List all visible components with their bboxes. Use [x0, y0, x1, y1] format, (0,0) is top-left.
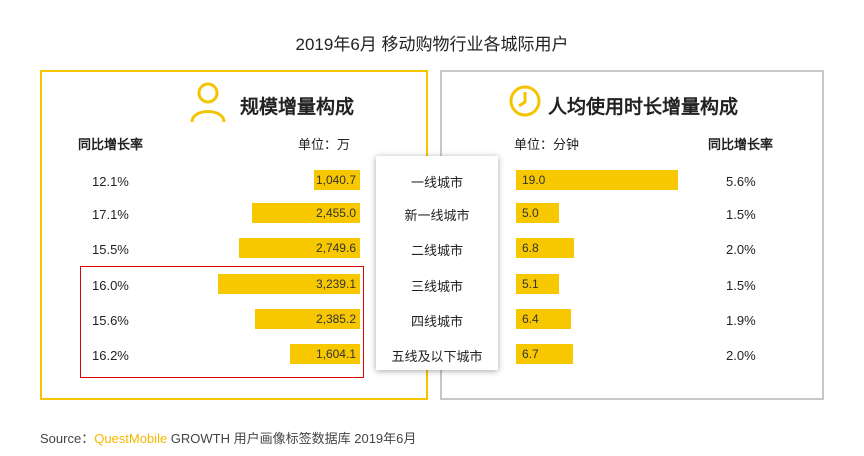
right-unit-label: 单位：分钟 — [514, 137, 580, 152]
left-growth-value: 12.1% — [92, 174, 129, 189]
left-growth-value: 16.2% — [92, 348, 129, 363]
left-growth-value: 15.6% — [92, 313, 129, 328]
right-growth-value: 5.6% — [726, 174, 756, 189]
right-growth-header: 同比增长率 — [708, 137, 774, 152]
highlight-box — [80, 266, 364, 378]
right-bar — [516, 309, 571, 329]
right-growth-value: 2.0% — [726, 348, 756, 363]
chart-title: 2019年6月 移动购物行业各城际用户 — [295, 35, 569, 54]
left-bar-label: 2,385.2 — [315, 312, 356, 326]
left-growth-value: 16.0% — [92, 278, 129, 293]
left-panel-title: 规模增量构成 — [240, 97, 355, 118]
left-growth-value: 17.1% — [92, 207, 129, 222]
clock-icon — [509, 85, 541, 117]
source-prefix: Source： — [40, 431, 95, 446]
right-bar — [516, 170, 678, 190]
right-bar-label: 6.8 — [522, 241, 539, 255]
right-growth-value: 1.5% — [726, 278, 756, 293]
left-bar-label: 1,040.7 — [315, 173, 356, 187]
city-label: 五线及以下城市 — [391, 349, 483, 364]
left-growth-value: 15.5% — [92, 242, 129, 257]
left-growth-header: 同比增长率 — [78, 137, 144, 152]
right-growth-value: 2.0% — [726, 242, 756, 257]
left-bar — [289, 344, 360, 364]
city-label: 新一线城市 — [404, 208, 470, 223]
left-bar-label: 2,749.6 — [315, 241, 356, 255]
source-rest: GROWTH 用户画像标签数据库 2019年6月 — [167, 431, 417, 446]
user-icon — [190, 82, 226, 123]
right-bar-label: 6.7 — [522, 347, 539, 361]
city-label: 一线城市 — [410, 175, 463, 190]
left-bar — [239, 238, 360, 258]
right-bar-label: 6.4 — [522, 312, 539, 326]
left-bar — [218, 274, 360, 294]
city-label: 三线城市 — [410, 279, 463, 294]
left-bar-label: 3,239.1 — [315, 277, 356, 291]
right-bar — [516, 344, 574, 364]
left-bar — [314, 170, 360, 190]
city-label-card: 一线城市新一线城市二线城市三线城市四线城市五线及以下城市 — [376, 156, 498, 370]
right-growth-value: 1.9% — [726, 313, 756, 328]
right-bar — [516, 203, 559, 223]
left-bar — [255, 309, 360, 329]
right-growth-value: 1.5% — [726, 207, 756, 222]
right-bar — [516, 274, 560, 294]
right-panel-title: 人均使用时长增量构成 — [548, 97, 739, 118]
right-bar-label: 19.0 — [522, 173, 546, 187]
left-bar — [252, 203, 360, 223]
right-bar — [516, 238, 574, 258]
city-label: 四线城市 — [410, 314, 463, 329]
left-bar-label: 1,604.1 — [315, 347, 356, 361]
source-brand: QuestMobile — [94, 431, 168, 446]
left-bar-label: 2,455.0 — [315, 206, 356, 220]
right-bar-label: 5.0 — [522, 206, 539, 220]
city-label: 二线城市 — [410, 243, 463, 258]
source-note: Source：QuestMobile GROWTH 用户画像标签数据库 2019… — [40, 428, 416, 447]
right-bar-label: 5.1 — [522, 277, 539, 291]
left-unit-label: 单位：万 — [298, 137, 351, 152]
